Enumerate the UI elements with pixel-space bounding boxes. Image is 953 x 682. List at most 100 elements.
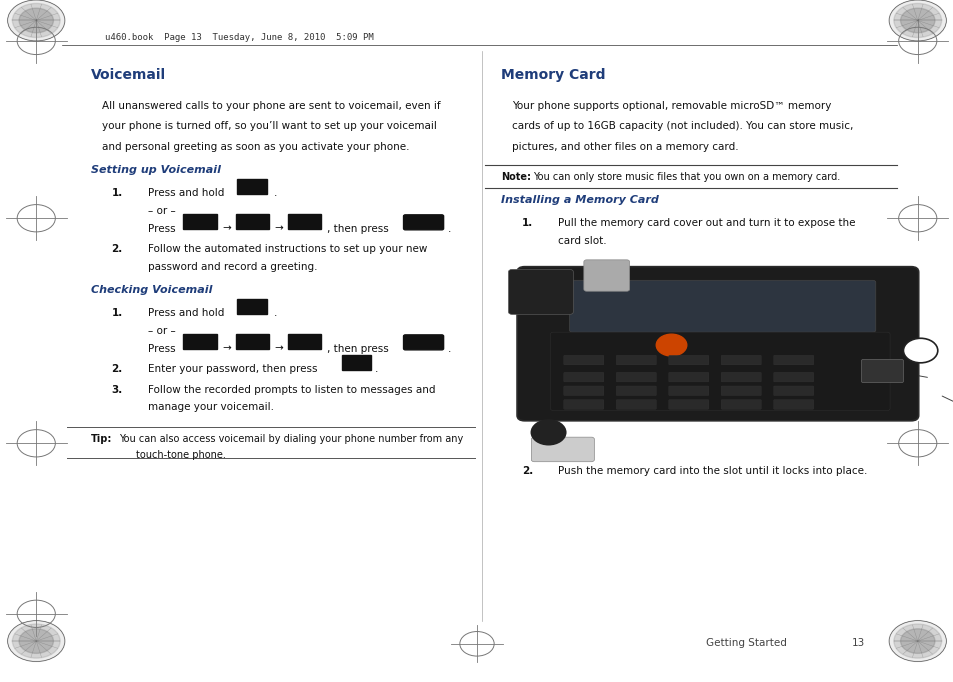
FancyBboxPatch shape [288, 334, 321, 349]
Text: 1@+: 1@+ [242, 301, 261, 310]
FancyBboxPatch shape [563, 372, 603, 382]
Text: You can also access voicemail by dialing your phone number from any: You can also access voicemail by dialing… [119, 434, 463, 444]
Circle shape [12, 624, 60, 658]
Text: You can only store music files that you own on a memory card.: You can only store music files that you … [533, 172, 840, 182]
Text: 3.: 3. [112, 385, 123, 395]
Text: cards of up to 16GB capacity (not included). You can store music,: cards of up to 16GB capacity (not includ… [512, 121, 853, 132]
Text: 8tuv: 8tuv [239, 336, 257, 342]
Text: pictures, and other files on a memory card.: pictures, and other files on a memory ca… [512, 142, 739, 152]
Text: →: → [274, 344, 283, 354]
FancyBboxPatch shape [235, 214, 269, 229]
Circle shape [900, 8, 934, 33]
FancyBboxPatch shape [616, 355, 656, 365]
Text: 1.: 1. [521, 218, 533, 228]
Text: →: → [222, 224, 231, 234]
FancyBboxPatch shape [563, 386, 603, 396]
Text: .: . [375, 364, 378, 374]
FancyBboxPatch shape [720, 372, 760, 382]
Circle shape [531, 420, 565, 445]
FancyBboxPatch shape [616, 400, 656, 409]
Text: Voicemail: Voicemail [91, 68, 166, 83]
Text: Your phone supports optional, removable microSD™ memory: Your phone supports optional, removable … [512, 101, 831, 111]
FancyBboxPatch shape [403, 335, 443, 350]
FancyBboxPatch shape [720, 355, 760, 365]
Text: #*: #* [346, 357, 355, 363]
FancyBboxPatch shape [342, 355, 371, 370]
FancyBboxPatch shape [773, 386, 813, 396]
Circle shape [888, 0, 945, 41]
Text: Follow the recorded prompts to listen to messages and: Follow the recorded prompts to listen to… [148, 385, 435, 395]
Circle shape [8, 0, 65, 41]
Text: .: . [447, 344, 451, 354]
FancyBboxPatch shape [183, 214, 216, 229]
FancyBboxPatch shape [720, 386, 760, 396]
Text: .: . [274, 308, 277, 318]
Text: *++: *++ [187, 336, 202, 342]
Text: Enter your password, then press: Enter your password, then press [148, 364, 317, 374]
Text: .: . [274, 188, 277, 198]
Text: and personal greeting as soon as you activate your phone.: and personal greeting as soon as you act… [102, 142, 409, 152]
FancyBboxPatch shape [550, 332, 889, 411]
FancyBboxPatch shape [403, 215, 443, 230]
Text: manage your voicemail.: manage your voicemail. [148, 402, 274, 413]
Text: 6mno: 6mno [292, 336, 314, 342]
Circle shape [656, 334, 686, 356]
FancyBboxPatch shape [773, 372, 813, 382]
Text: – or –: – or – [148, 326, 175, 336]
Text: 1: 1 [916, 342, 923, 352]
FancyBboxPatch shape [508, 269, 573, 314]
Text: 2: 2 [544, 424, 552, 434]
Text: , then press: , then press [327, 224, 389, 234]
Circle shape [12, 3, 60, 38]
Text: 1@+: 1@+ [242, 181, 261, 190]
FancyBboxPatch shape [563, 355, 603, 365]
Text: 1.: 1. [112, 188, 123, 198]
Text: →: → [274, 224, 283, 234]
Circle shape [19, 8, 53, 33]
FancyBboxPatch shape [236, 179, 267, 194]
FancyBboxPatch shape [288, 214, 321, 229]
FancyBboxPatch shape [773, 400, 813, 409]
Text: Getting Started: Getting Started [705, 638, 786, 648]
Circle shape [888, 621, 945, 662]
Text: 2.: 2. [521, 466, 533, 477]
FancyBboxPatch shape [720, 400, 760, 409]
Text: 13: 13 [851, 638, 864, 648]
Circle shape [902, 338, 937, 363]
Text: All unanswered calls to your phone are sent to voicemail, even if: All unanswered calls to your phone are s… [102, 101, 440, 111]
Text: – or –: – or – [148, 206, 175, 216]
Text: password and record a greeting.: password and record a greeting. [148, 262, 317, 272]
Circle shape [893, 3, 941, 38]
Text: touch-tone phone.: touch-tone phone. [136, 450, 226, 460]
Text: SD: SD [531, 278, 544, 286]
Text: →: → [222, 344, 231, 354]
Text: 6mno: 6mno [292, 216, 314, 222]
Text: Checking Voicemail: Checking Voicemail [91, 285, 212, 295]
Text: Follow the automated instructions to set up your new: Follow the automated instructions to set… [148, 244, 427, 254]
Text: .: . [447, 224, 451, 234]
Text: Press and hold: Press and hold [148, 188, 224, 198]
Text: card slot.: card slot. [558, 236, 606, 246]
FancyBboxPatch shape [668, 372, 708, 382]
FancyBboxPatch shape [773, 355, 813, 365]
FancyBboxPatch shape [616, 386, 656, 396]
Text: u460.book  Page 13  Tuesday, June 8, 2010  5:09 PM: u460.book Page 13 Tuesday, June 8, 2010 … [105, 33, 374, 42]
Text: , then press: , then press [327, 344, 389, 354]
FancyBboxPatch shape [569, 280, 875, 332]
Text: your phone is turned off, so you’ll want to set up your voicemail: your phone is turned off, so you’ll want… [102, 121, 436, 132]
FancyBboxPatch shape [236, 299, 267, 314]
Text: Note:: Note: [500, 172, 530, 182]
FancyBboxPatch shape [861, 359, 902, 383]
Text: Installing a Memory Card: Installing a Memory Card [500, 195, 658, 205]
FancyBboxPatch shape [668, 400, 708, 409]
FancyBboxPatch shape [183, 334, 216, 349]
Circle shape [900, 629, 934, 653]
Circle shape [8, 621, 65, 662]
Text: Correct: Correct [526, 314, 555, 323]
Text: Setting up Voicemail: Setting up Voicemail [91, 165, 220, 175]
FancyBboxPatch shape [668, 386, 708, 396]
Text: Press: Press [148, 224, 175, 234]
FancyBboxPatch shape [235, 334, 269, 349]
FancyBboxPatch shape [668, 355, 708, 365]
FancyBboxPatch shape [531, 437, 594, 462]
